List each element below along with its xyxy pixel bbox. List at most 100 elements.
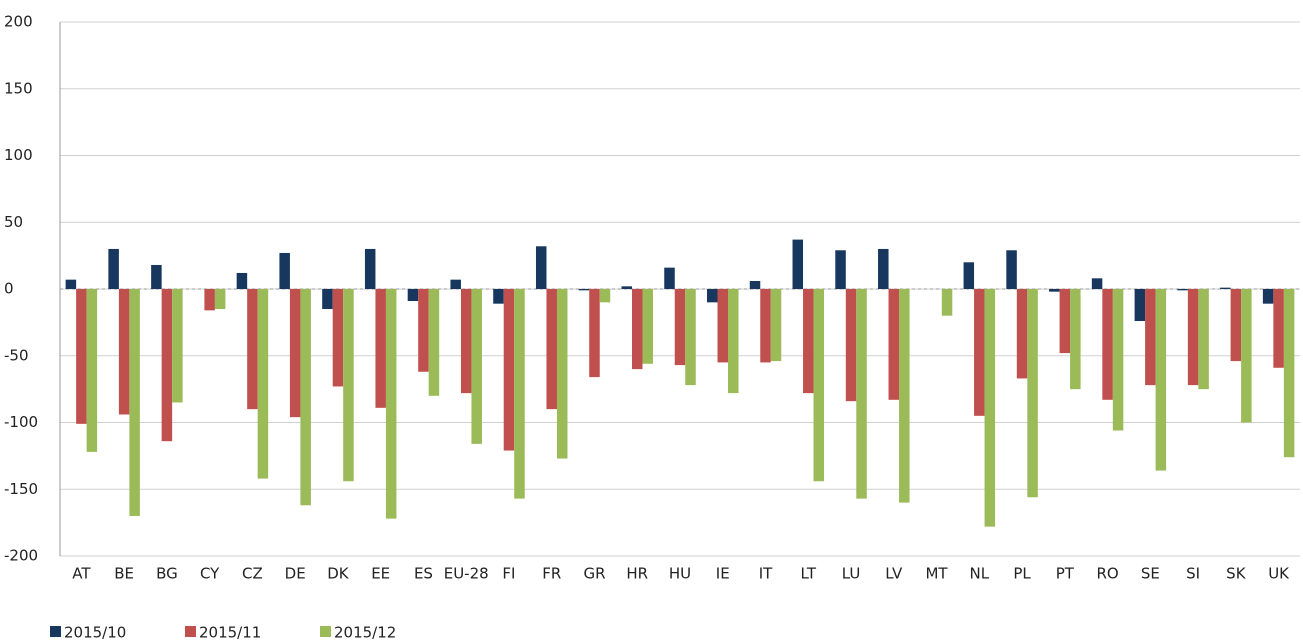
bar bbox=[984, 289, 996, 527]
x-tick-label: EE bbox=[371, 565, 390, 583]
x-tick-label: DK bbox=[327, 565, 350, 583]
bar bbox=[514, 289, 525, 499]
bar bbox=[460, 289, 472, 394]
bar bbox=[621, 286, 632, 289]
x-tick-label: ES bbox=[414, 565, 433, 583]
bar bbox=[1145, 289, 1156, 386]
bar bbox=[86, 289, 98, 452]
bar bbox=[129, 289, 140, 516]
y-tick-label: -200 bbox=[4, 547, 38, 565]
x-tick-label: NL bbox=[970, 565, 990, 583]
y-tick-label: -150 bbox=[4, 480, 38, 498]
bar bbox=[289, 289, 301, 418]
bar bbox=[770, 289, 782, 362]
bar bbox=[664, 267, 675, 289]
bar bbox=[471, 289, 482, 444]
bar bbox=[674, 289, 686, 366]
bar bbox=[364, 248, 376, 289]
bar bbox=[1283, 289, 1295, 458]
bar bbox=[343, 289, 354, 482]
x-tick-label: DE bbox=[285, 565, 306, 583]
x-tick-label: CY bbox=[200, 565, 220, 583]
legend-label: 2015/10 bbox=[64, 624, 126, 642]
bar bbox=[535, 246, 547, 289]
bar bbox=[1134, 289, 1146, 322]
bar bbox=[589, 289, 600, 378]
x-tick-label: GR bbox=[583, 565, 605, 583]
bar bbox=[118, 289, 130, 415]
bar bbox=[503, 289, 515, 451]
bar bbox=[760, 289, 771, 363]
bar bbox=[1070, 289, 1081, 390]
bar bbox=[428, 289, 440, 396]
x-tick-label: PL bbox=[1013, 565, 1031, 583]
bar bbox=[1262, 289, 1274, 304]
bar bbox=[300, 289, 311, 506]
x-tick-label: PT bbox=[1056, 565, 1075, 583]
legend-label: 2015/11 bbox=[199, 624, 261, 642]
legend-swatch bbox=[50, 626, 61, 637]
x-tick-label: FR bbox=[542, 565, 561, 583]
bar bbox=[151, 264, 162, 289]
bar bbox=[1230, 289, 1242, 362]
bar bbox=[856, 289, 867, 499]
y-tick-label: -50 bbox=[4, 346, 29, 364]
bar bbox=[556, 289, 568, 459]
bar bbox=[108, 248, 119, 289]
bar bbox=[803, 289, 814, 394]
x-tick-label: UK bbox=[1268, 565, 1290, 583]
x-tick-label: HU bbox=[669, 565, 691, 583]
bar bbox=[214, 289, 226, 310]
bar bbox=[161, 289, 173, 442]
x-tick-label: CZ bbox=[242, 565, 263, 583]
bar bbox=[728, 289, 739, 394]
bar bbox=[172, 289, 183, 403]
x-tick-label: FI bbox=[502, 565, 515, 583]
bar bbox=[685, 289, 696, 386]
bar bbox=[257, 289, 269, 479]
bar bbox=[1027, 289, 1038, 498]
bar bbox=[717, 289, 729, 363]
bar bbox=[76, 289, 87, 424]
bar bbox=[578, 289, 590, 291]
x-tick-label: BE bbox=[114, 565, 134, 583]
x-tick-label: BG bbox=[156, 565, 178, 583]
bar bbox=[1177, 289, 1188, 291]
x-tick-label: IT bbox=[759, 565, 773, 583]
bar bbox=[407, 289, 419, 302]
bar bbox=[1102, 289, 1113, 400]
bar bbox=[1049, 289, 1060, 292]
bar bbox=[1059, 289, 1071, 354]
y-tick-label: 200 bbox=[4, 13, 33, 31]
bar bbox=[792, 239, 804, 289]
bar bbox=[1241, 289, 1252, 423]
y-tick-label: 0 bbox=[4, 280, 14, 298]
bar bbox=[1112, 289, 1124, 431]
bar bbox=[642, 289, 653, 364]
bar bbox=[599, 289, 611, 303]
bar bbox=[845, 289, 857, 402]
x-tick-label: SI bbox=[1186, 565, 1200, 583]
legend-label: 2015/12 bbox=[334, 624, 396, 642]
bar bbox=[375, 289, 386, 408]
x-tick-label: LT bbox=[801, 565, 817, 583]
x-tick-label: AT bbox=[72, 565, 91, 583]
y-tick-label: -100 bbox=[4, 413, 38, 431]
bar bbox=[974, 289, 985, 416]
bar bbox=[546, 289, 557, 410]
bar bbox=[899, 289, 910, 503]
bar bbox=[322, 289, 333, 310]
bar bbox=[493, 289, 504, 304]
bar bbox=[1220, 287, 1231, 289]
x-tick-label: LV bbox=[885, 565, 903, 583]
bar bbox=[1273, 289, 1284, 368]
bar bbox=[1091, 278, 1103, 289]
x-tick-label: EU-28 bbox=[444, 565, 489, 583]
bar bbox=[236, 272, 248, 289]
bar bbox=[813, 289, 825, 482]
bar bbox=[707, 289, 718, 303]
x-tick-label: SE bbox=[1141, 565, 1160, 583]
bar bbox=[65, 279, 77, 289]
bar bbox=[385, 289, 397, 519]
